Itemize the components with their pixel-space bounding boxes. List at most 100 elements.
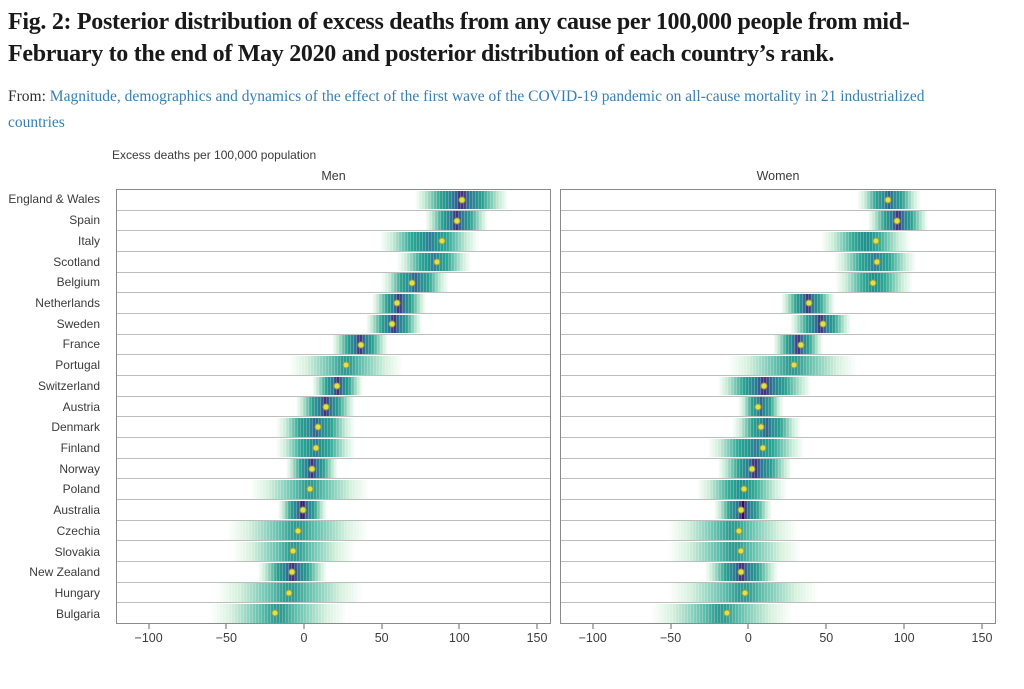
tick-mark [592, 624, 594, 629]
tick-label: −50 [215, 631, 237, 645]
country-label: Netherlands [35, 295, 100, 310]
source-article-link[interactable]: Magnitude, demographics and dynamics of … [8, 88, 925, 131]
x-axis-row: −100 −50 0 50 100 150 −100 −50 0 50 100 150 [8, 624, 1014, 654]
tick-label: 150 [526, 631, 548, 645]
distribution-row [117, 231, 550, 253]
density-band [650, 603, 792, 623]
spacer [560, 148, 996, 164]
country-label: Norway [59, 461, 100, 476]
tick-label: 0 [744, 631, 752, 645]
country-label: New Zealand [29, 565, 100, 580]
median-dot [438, 237, 446, 245]
distribution-row [561, 252, 995, 273]
distribution-row [561, 479, 995, 501]
country-labels-column: England & Wales Spain Italy Scotland Belgium… [8, 189, 107, 624]
figure-title: Fig. 2: Posterior distribution of excess… [8, 9, 910, 67]
country-label: Denmark [51, 420, 100, 435]
tick-label: −50 [659, 631, 682, 645]
tick-mark [747, 624, 749, 629]
median-dot [884, 196, 892, 204]
country-label: Slovakia [54, 544, 100, 559]
distribution-row [561, 521, 995, 542]
distribution-row [117, 459, 550, 480]
tick-label: 50 [819, 631, 834, 645]
distribution-row [117, 583, 550, 604]
x-axis-women: −100 −50 0 50 100 150 [560, 624, 996, 654]
distribution-row [117, 603, 550, 623]
median-dot [388, 320, 396, 328]
distribution-row [117, 211, 550, 232]
median-dot [458, 196, 466, 204]
country-label: Finland [60, 440, 100, 455]
country-label: Portugal [55, 358, 100, 373]
density-band [821, 231, 912, 251]
distribution-row [117, 562, 550, 583]
median-dot [306, 485, 314, 493]
distribution-row [117, 397, 550, 418]
country-label: Scotland [53, 254, 100, 269]
median-dot [271, 609, 279, 617]
density-band [708, 438, 805, 458]
median-dot [759, 444, 766, 452]
distribution-row [561, 376, 995, 397]
distribution-row [561, 293, 995, 315]
median-dot [740, 485, 748, 493]
median-dot [312, 444, 320, 452]
distribution-row [561, 190, 995, 211]
median-dot [737, 547, 745, 555]
tick-mark [981, 624, 983, 629]
distribution-row [561, 314, 995, 335]
distribution-row [561, 273, 995, 294]
median-dot [393, 299, 401, 307]
median-dot [735, 527, 743, 535]
panel-titles-row: Men Women [8, 169, 1014, 183]
tick-mark [825, 624, 827, 629]
density-band [731, 417, 802, 437]
distribution-row [561, 397, 995, 418]
distribution-row [117, 438, 550, 459]
median-dot [342, 361, 350, 369]
median-dot [869, 279, 877, 287]
tick-label: −100 [134, 631, 163, 645]
distribution-row [117, 376, 550, 397]
median-dot [723, 609, 731, 617]
country-label: Poland [62, 482, 100, 497]
density-band [667, 521, 799, 540]
median-dot [797, 341, 805, 349]
spacer [8, 148, 107, 164]
tick-label: −100 [578, 631, 607, 645]
distribution-row [117, 252, 550, 273]
distribution-row [561, 211, 995, 232]
distribution-row [117, 355, 550, 377]
median-dot [453, 217, 461, 224]
panel-title-men: Men [321, 169, 346, 183]
tick-mark [458, 624, 460, 629]
median-dot [433, 258, 441, 266]
source-prefix: From: [8, 88, 50, 105]
country-label: Hungary [54, 586, 100, 601]
tick-label: 150 [971, 631, 993, 645]
country-label: Italy [77, 233, 100, 248]
chart-body: England & Wales Spain Italy Scotland Belgium… [8, 189, 1014, 624]
distribution-row [561, 417, 995, 439]
median-dot [872, 237, 880, 245]
tick-mark [148, 624, 150, 629]
tick-mark [381, 624, 383, 629]
distribution-row [561, 231, 995, 253]
distribution-row [561, 541, 995, 563]
panel-men [116, 189, 551, 624]
tick-label: 0 [300, 631, 308, 645]
distribution-row [561, 562, 995, 583]
median-dot [805, 299, 813, 307]
median-dot [289, 547, 297, 555]
median-dot [408, 279, 416, 287]
median-dot [893, 217, 901, 224]
distribution-row [117, 190, 550, 211]
tick-mark [536, 624, 538, 629]
distribution-row [117, 541, 550, 563]
median-dot [299, 506, 307, 514]
median-dot [819, 320, 827, 328]
distribution-row [561, 603, 995, 623]
panel-title-women: Women [756, 169, 800, 183]
median-dot [748, 465, 756, 473]
